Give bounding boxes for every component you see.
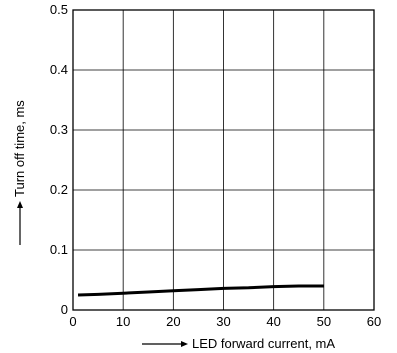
y-tick-label: 0: [61, 302, 68, 317]
series-layer: [77, 284, 324, 297]
y-tick-label: 0.3: [50, 122, 68, 137]
x-tick-label: 40: [266, 314, 280, 329]
y-tick-label: 0.1: [50, 242, 68, 257]
grid-lines: [73, 10, 374, 310]
y-axis-title-group: Turn off time, ms: [12, 100, 27, 245]
series-line: [77, 284, 324, 297]
x-axis-title-group: LED forward current, mA: [142, 336, 335, 351]
y-tick-labels: 0 0.1 0.2 0.3 0.4 0.5: [50, 2, 68, 317]
x-tick-label: 20: [166, 314, 180, 329]
plot-frame: [72, 9, 375, 311]
y-tick-label: 0.4: [50, 62, 68, 77]
y-tick-label: 0.2: [50, 182, 68, 197]
x-tick-label: 10: [116, 314, 130, 329]
y-axis-title: Turn off time, ms: [12, 100, 27, 197]
x-tick-label: 0: [69, 314, 76, 329]
x-axis-arrow-head: [181, 341, 188, 347]
y-axis-arrow-head: [17, 201, 23, 208]
x-tick-label: 50: [317, 314, 331, 329]
x-tick-label: 30: [216, 314, 230, 329]
x-axis-title: LED forward current, mA: [192, 336, 335, 351]
x-tick-labels: 0 10 20 30 40 50 60: [69, 314, 381, 329]
x-tick-label: 60: [367, 314, 381, 329]
y-tick-label: 0.5: [50, 2, 68, 17]
